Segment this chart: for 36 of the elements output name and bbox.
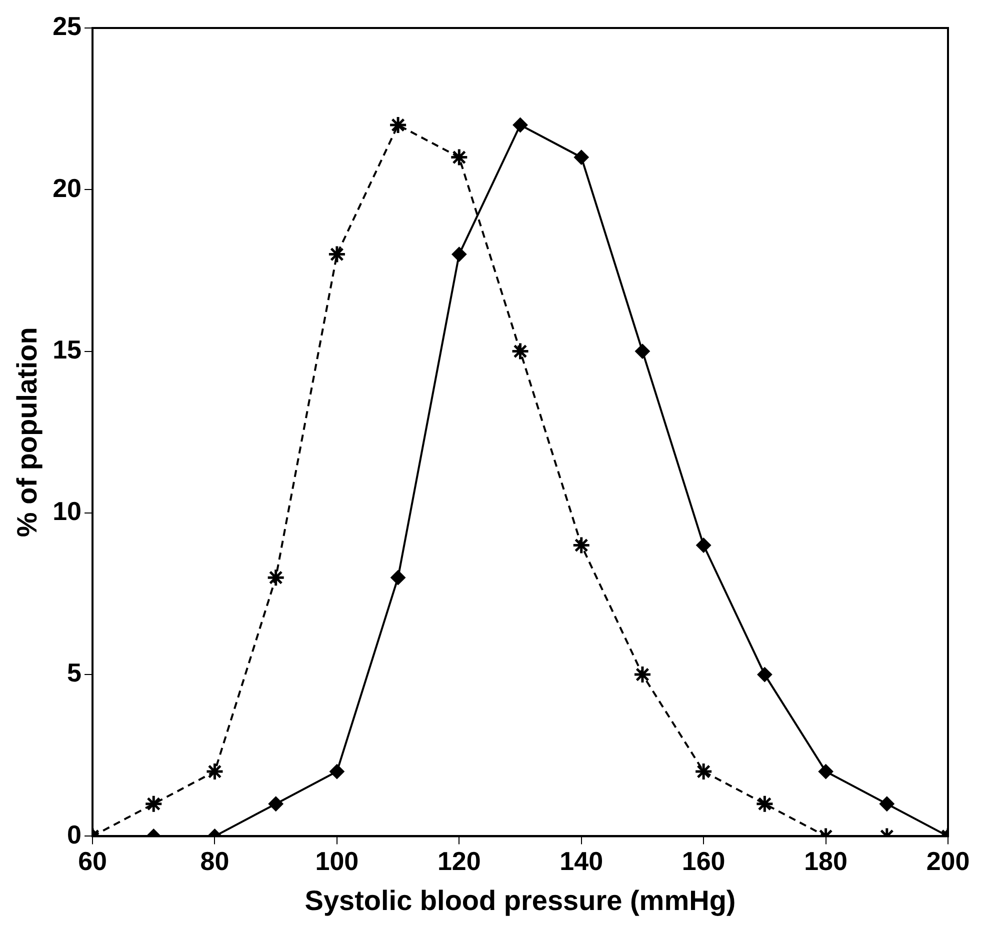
y-tick-label: 10 bbox=[52, 496, 82, 526]
y-tick-label: 20 bbox=[52, 172, 82, 203]
point bbox=[512, 117, 528, 132]
point bbox=[634, 344, 650, 359]
x-tick-label: 160 bbox=[682, 846, 726, 876]
x-tick-label: 120 bbox=[437, 846, 481, 876]
point bbox=[328, 245, 346, 264]
x-tick-label: 100 bbox=[315, 846, 359, 876]
point bbox=[572, 536, 591, 554]
point bbox=[388, 116, 408, 134]
y-axis-title: % of population bbox=[12, 327, 43, 538]
point bbox=[144, 794, 163, 814]
point bbox=[329, 764, 344, 780]
x-tick-label: 140 bbox=[560, 846, 604, 876]
x-tick-label: 80 bbox=[200, 846, 230, 876]
point bbox=[574, 150, 589, 165]
y-tick-label: 5 bbox=[67, 658, 82, 688]
y-tick-label: 15 bbox=[52, 334, 82, 364]
point bbox=[452, 246, 467, 262]
x-axis-title: Systolic blood pressure (mmHg) bbox=[304, 884, 736, 916]
y-tick-label: 25 bbox=[52, 11, 82, 42]
point bbox=[268, 796, 284, 812]
point bbox=[266, 568, 286, 587]
x-tick-label: 180 bbox=[804, 846, 848, 876]
point bbox=[390, 570, 406, 586]
point bbox=[757, 667, 772, 682]
point bbox=[818, 764, 834, 780]
point bbox=[511, 342, 530, 361]
point bbox=[633, 665, 652, 684]
x-tick-label: 200 bbox=[926, 846, 970, 876]
point bbox=[755, 794, 774, 814]
point bbox=[696, 538, 712, 553]
point bbox=[879, 796, 894, 812]
point bbox=[205, 762, 224, 781]
point bbox=[450, 148, 468, 167]
point bbox=[694, 762, 713, 781]
